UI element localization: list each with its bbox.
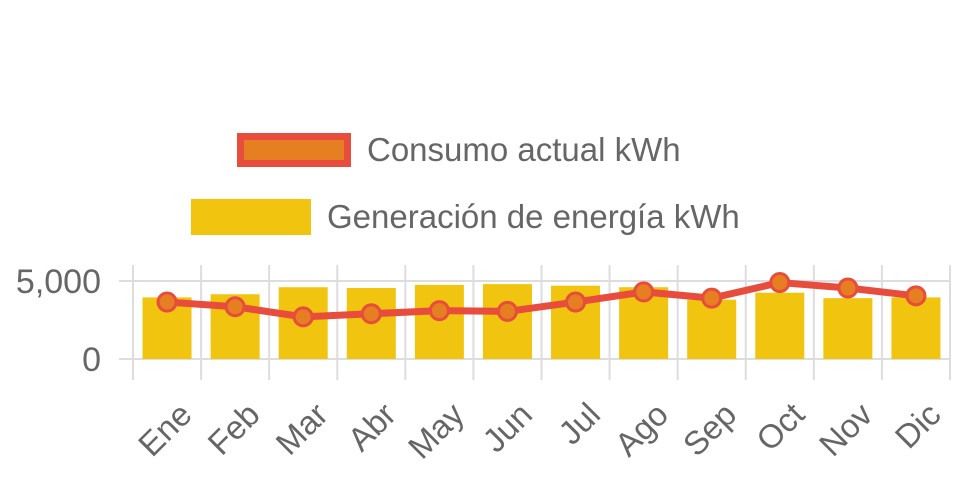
bar-oct [755,292,805,359]
legend-swatch-bar [191,199,311,235]
bar-nov [823,298,873,359]
point-jun [496,300,518,322]
point-abr [360,303,382,325]
bar-sep [687,299,737,359]
point-nov [837,277,859,299]
consumo-line [163,279,920,321]
bar-may [414,284,464,359]
legend-label-consumo: Consumo actual kWh [367,131,681,168]
y-tick-label: 0 [82,341,101,379]
x-tick-label: May [401,395,472,466]
point-dic [905,285,927,307]
legend-label-generacion: Generación de energía kWh [327,198,740,235]
x-tick-label: Sep [676,395,744,463]
point-mar [292,306,314,328]
x-tick-label: Ene [131,395,199,463]
point-oct [769,272,791,294]
y-tick-label: 5,000 [16,263,101,301]
point-ene [156,291,178,313]
x-tick-label: Oct [749,395,811,457]
legend-swatch-line [237,133,351,167]
x-tick-label: Mar [268,395,334,461]
x-tick-label: Nov [812,395,880,463]
legend-item-consumo[interactable]: Consumo actual kWh [237,131,681,169]
line-series [156,272,927,328]
x-tick-label: Dic [888,395,948,455]
x-tick-label: Feb [200,395,266,461]
x-tick-label: Jun [475,395,539,459]
bar-dic [891,297,941,359]
point-feb [224,296,246,318]
x-tick-label: Abr [340,395,402,457]
legend-item-generacion[interactable]: Generación de energía kWh [191,198,740,236]
point-ago [633,281,655,303]
point-sep [701,287,723,309]
x-tick-label: Jul [551,395,607,451]
x-tick-label: Ago [608,395,676,463]
point-jul [565,291,587,313]
point-may [428,300,450,322]
